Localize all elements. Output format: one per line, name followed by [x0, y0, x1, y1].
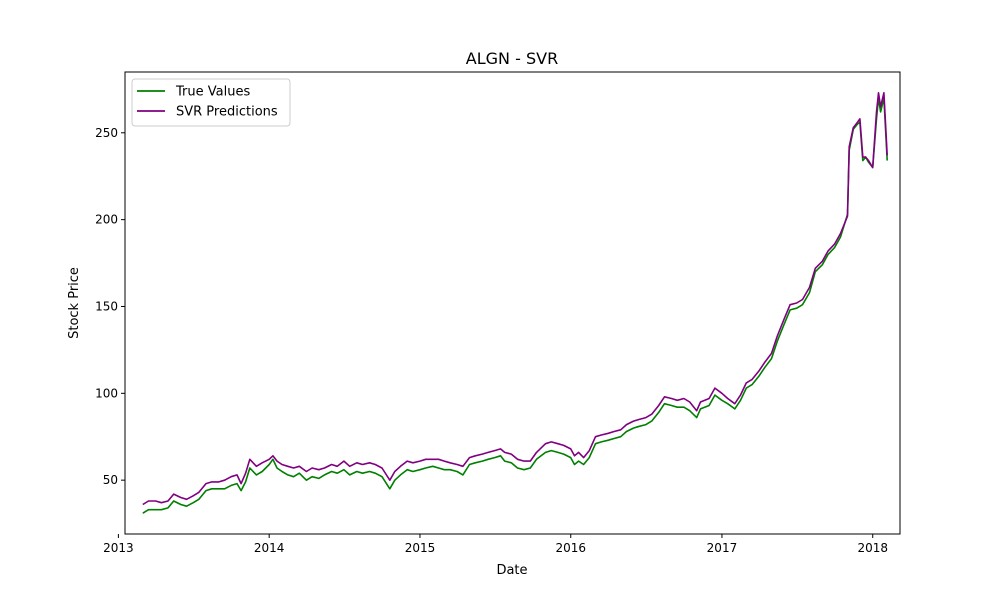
x-tick-label: 2013 [103, 541, 134, 555]
y-tick-label: 50 [103, 473, 118, 487]
y-axis: 50 100 150 200 250 [95, 126, 125, 487]
x-axis-label: Date [496, 563, 527, 578]
x-tick-label: 2018 [857, 541, 888, 555]
y-tick-label: 100 [95, 386, 118, 400]
x-tick-label: 2015 [405, 541, 436, 555]
series-lines [142, 92, 888, 514]
legend: True Values SVR Predictions [131, 78, 291, 127]
plot-frame [124, 71, 901, 535]
legend-label-1: SVR Predictions [176, 105, 278, 120]
x-axis: 2013 2014 2015 2016 2017 2018 [103, 534, 888, 555]
y-axis-label: Stock Price [67, 267, 82, 339]
x-tick-label: 2014 [254, 541, 285, 555]
y-tick-label: 250 [95, 126, 118, 140]
y-tick-label: 200 [95, 213, 118, 227]
legend-label-0: True Values [175, 85, 250, 100]
y-tick-label: 150 [95, 299, 118, 313]
legend-box [131, 78, 291, 127]
x-tick-label: 2016 [555, 541, 586, 555]
x-tick-label: 2017 [707, 541, 738, 555]
chart-title: ALGN - SVR [466, 49, 558, 68]
series-line-1 [142, 92, 888, 506]
series-line-0 [142, 97, 888, 514]
